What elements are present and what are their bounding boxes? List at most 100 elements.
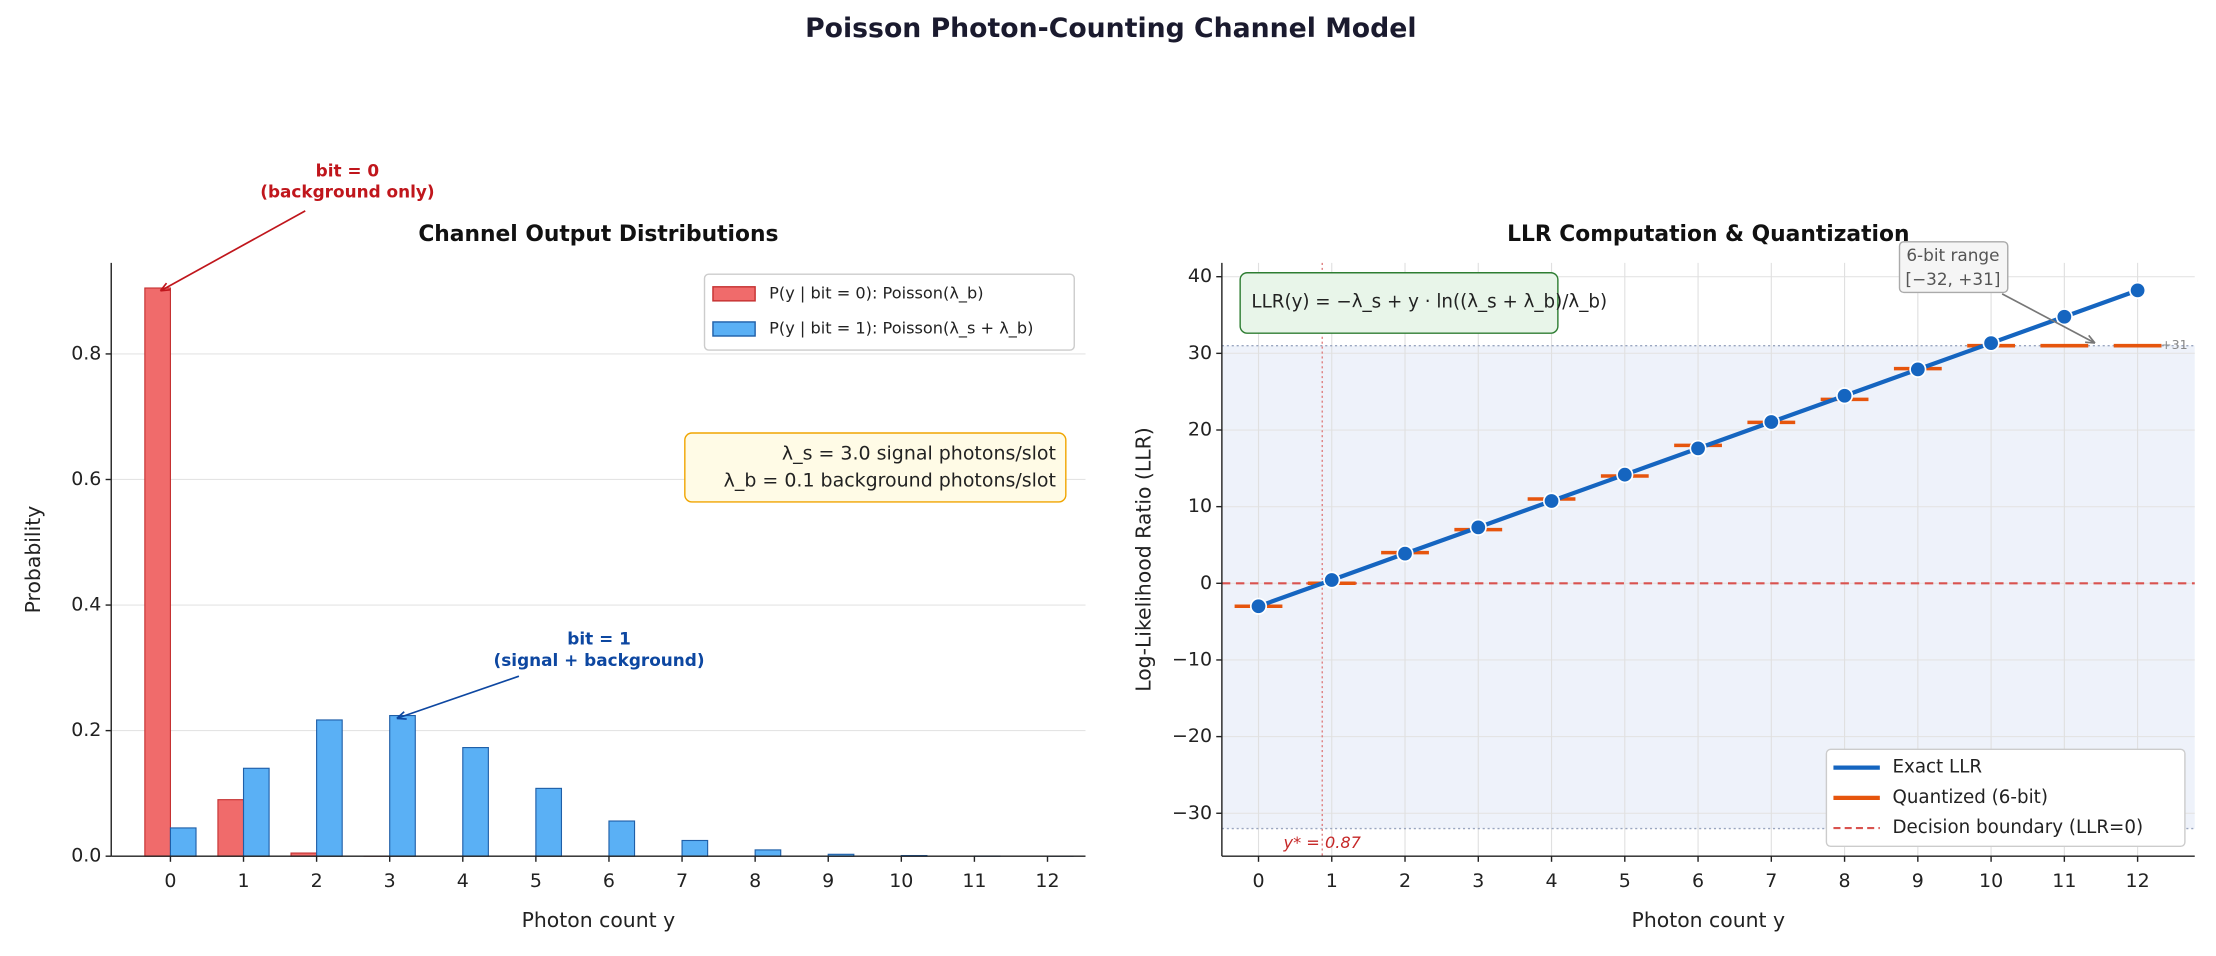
- info-text: λ_s = 3.0 signal photons/slot: [782, 443, 1056, 465]
- legend-box: [1825, 748, 2186, 848]
- x-tick-label: 4: [457, 870, 469, 892]
- quant-range-band: [1221, 345, 2195, 829]
- y-tick-label: 20: [1188, 419, 1212, 441]
- y-tick-label: −30: [1172, 802, 1212, 824]
- x-tick-label: 3: [384, 870, 396, 892]
- x-axis-label: Photon count y: [1632, 908, 1786, 932]
- arrow-head: [2085, 334, 2096, 344]
- formula-text: LLR(y) = −λ_s + y · ln((λ_s + λ_b)/λ_b): [1251, 291, 1607, 312]
- x-tick-label: 7: [1765, 870, 1777, 892]
- annotation-text: bit = 0: [316, 161, 380, 181]
- llr-point: [1762, 413, 1780, 431]
- x-axis-label: Photon count y: [522, 908, 676, 932]
- bar: [681, 839, 709, 857]
- x-tick-label: 3: [1472, 870, 1484, 892]
- x-tick-label: 0: [1252, 870, 1264, 892]
- llr-point: [1249, 597, 1268, 615]
- bar: [242, 767, 270, 857]
- llr-point: [1323, 571, 1341, 589]
- quant-max-label: +31: [2161, 337, 2188, 352]
- legend-swatch: [712, 286, 756, 302]
- x-tick-label: 10: [889, 870, 913, 892]
- x-tick-label: 10: [1979, 870, 2003, 892]
- subplot-title: Channel Output Distributions: [418, 222, 778, 247]
- y-tick-label: 0: [1200, 572, 1212, 594]
- legend-label: Exact LLR: [1892, 757, 1982, 778]
- x-tick-label: 9: [822, 870, 834, 892]
- x-tick-label: 11: [962, 870, 986, 892]
- annotation-arrow: [2001, 293, 2096, 344]
- info-text: λ_b = 0.1 background photons/slot: [724, 469, 1056, 491]
- x-tick-label: 7: [676, 870, 688, 892]
- annotation-text: (signal + background): [494, 650, 705, 670]
- x-tick-label: 12: [1035, 870, 1059, 892]
- llr-point: [1542, 492, 1561, 510]
- legend-label: P(y | bit = 1): Poisson(λ_s + λ_b): [769, 318, 1033, 338]
- llr-point: [1835, 387, 1854, 405]
- llr-point: [2055, 308, 2073, 326]
- y-tick-label: 40: [1188, 265, 1212, 287]
- x-tick-label: 6: [1692, 870, 1704, 892]
- x-tick-label: 8: [749, 870, 761, 892]
- x-tick-label: 9: [1912, 870, 1924, 892]
- y-tick-label: 0.8: [71, 342, 101, 364]
- x-tick-label: 1: [1326, 870, 1338, 892]
- y-tick-label: 0.0: [71, 845, 101, 867]
- annotation-text: (background only): [260, 182, 434, 202]
- range-annotation: 6-bit range: [1906, 245, 1999, 265]
- bar: [316, 719, 343, 857]
- x-tick-label: 2: [311, 870, 323, 892]
- x-tick-label: 2: [1399, 870, 1411, 892]
- y-axis-label: Probability: [21, 506, 45, 614]
- x-tick-label: 6: [603, 870, 615, 892]
- llr-point: [1469, 518, 1487, 536]
- range-annotation: [−32, +31]: [1905, 269, 2000, 289]
- y-axis-label: Log-Likelihood Ratio (LLR): [1132, 427, 1156, 691]
- legend-label: Decision boundary (LLR=0): [1892, 817, 2143, 838]
- y-tick-label: −10: [1172, 648, 1212, 670]
- annotation-arrow: [160, 210, 306, 292]
- bar: [217, 799, 245, 857]
- legend-label: P(y | bit = 0): Poisson(λ_b): [769, 283, 983, 303]
- y-tick-label: 10: [1188, 495, 1212, 517]
- x-tick-label: 12: [2126, 870, 2150, 892]
- figure-title: Poisson Photon-Counting Channel Model: [805, 13, 1416, 44]
- subplot-title: LLR Computation & Quantization: [1507, 222, 1909, 247]
- bar: [535, 787, 563, 857]
- annotation-text: bit = 1: [567, 629, 631, 649]
- llr-point: [1616, 466, 1634, 484]
- bar: [462, 747, 489, 857]
- threshold-label: y* = 0.87: [1283, 833, 1362, 852]
- legend-swatch: [712, 321, 756, 337]
- llr-point: [1689, 439, 1707, 457]
- bar: [389, 714, 416, 857]
- bar: [754, 849, 782, 857]
- annotation-arrow: [396, 675, 520, 720]
- range-box: [1898, 241, 2009, 294]
- llr-point: [1982, 334, 2000, 352]
- arrow-head: [396, 711, 407, 720]
- y-tick-label: 0.4: [71, 594, 101, 616]
- y-tick-label: −20: [1172, 725, 1212, 747]
- x-tick-label: 5: [1619, 870, 1631, 892]
- llr-point: [1396, 545, 1414, 563]
- x-tick-label: 5: [530, 870, 542, 892]
- bar: [144, 287, 171, 857]
- x-tick-label: 0: [164, 870, 176, 892]
- bar: [608, 820, 636, 857]
- formula-box: [1239, 272, 1559, 334]
- x-tick-label: 4: [1545, 870, 1557, 892]
- bar: [169, 827, 197, 857]
- x-tick-label: 1: [237, 870, 249, 892]
- y-tick-label: 0.2: [71, 719, 101, 741]
- x-tick-label: 11: [2052, 870, 2076, 892]
- llr-point: [1909, 360, 1927, 378]
- arrow-head: [159, 282, 171, 292]
- info-box: [684, 432, 1067, 503]
- llr-point: [2129, 281, 2147, 299]
- x-tick-label: 8: [1839, 870, 1851, 892]
- y-tick-label: 30: [1188, 342, 1212, 364]
- legend-box: [703, 273, 1075, 351]
- y-tick-label: 0.6: [71, 468, 101, 490]
